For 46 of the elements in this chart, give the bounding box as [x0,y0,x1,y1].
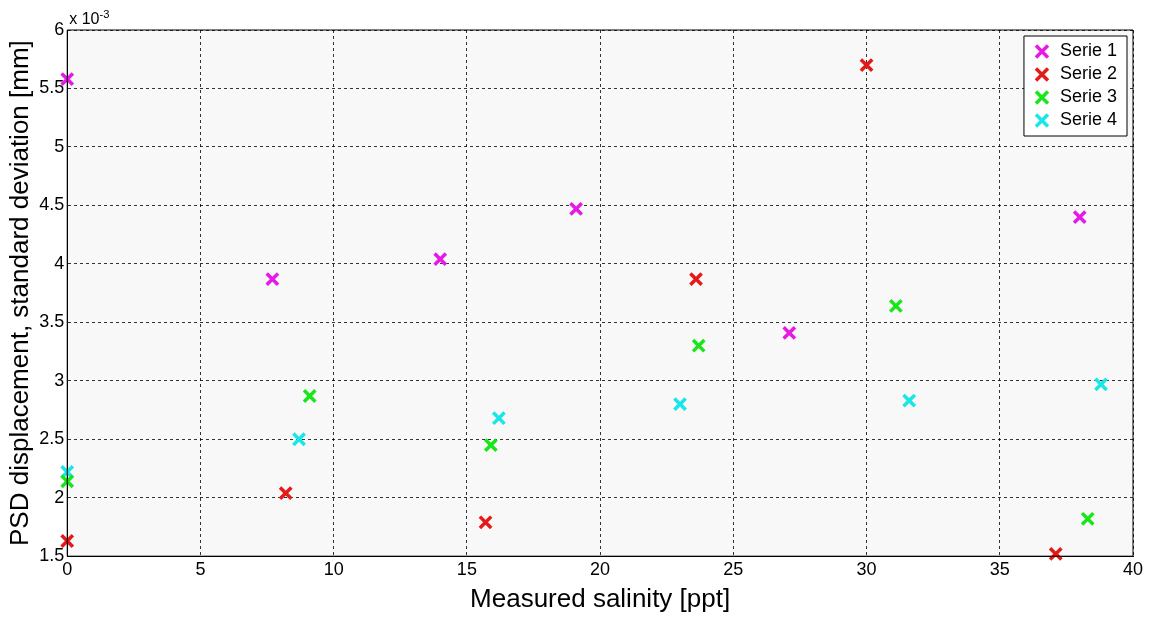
y-tick-label: 2 [54,486,65,507]
legend-label: Serie 1 [1059,40,1118,61]
x-tick-label: 0 [62,558,73,579]
x-tick-label: 10 [323,558,344,579]
x-tick-label: 30 [856,558,877,579]
point [1080,511,1096,527]
point [483,437,499,453]
point [278,485,294,501]
point [291,431,307,447]
point [1048,546,1064,562]
x-tick-label: 25 [723,558,744,579]
y-tick-label: 3.5 [39,311,65,332]
point [781,325,797,341]
y-tick-label: 4.5 [39,194,65,215]
point [901,393,917,409]
point [59,473,75,489]
point [1093,376,1109,392]
point [478,514,493,530]
y-tick-label: 5.5 [39,77,65,98]
x-axis-title: Measured salinity [ppt] [470,582,731,613]
y-axis-title: PSD displacement, standard deviation [mm] [3,40,34,546]
legend-label: Serie 4 [1059,109,1118,130]
x-tick-label: 20 [590,558,611,579]
point [672,396,688,412]
y-tick-label: 6 [54,18,65,39]
legend-label: Serie 2 [1059,63,1118,84]
y-tick-label: 5 [54,135,65,156]
y-tick-label: 3 [54,369,65,390]
point [59,533,75,549]
point [432,251,448,267]
point [691,338,707,354]
x-tick-label: 15 [456,558,477,579]
x-tick-label: 40 [1122,558,1144,579]
point [688,271,704,287]
point [491,410,507,426]
x-tick-label: 5 [195,558,206,579]
point [1072,209,1088,225]
y-tick-label: 4 [54,252,65,273]
x-tick-label: 35 [989,558,1010,579]
point [302,388,318,404]
point [568,201,584,217]
legend-label: Serie 3 [1059,86,1118,107]
point [888,298,904,314]
point [859,57,874,73]
point [264,271,280,287]
y-tick-label: 2.5 [39,428,65,449]
